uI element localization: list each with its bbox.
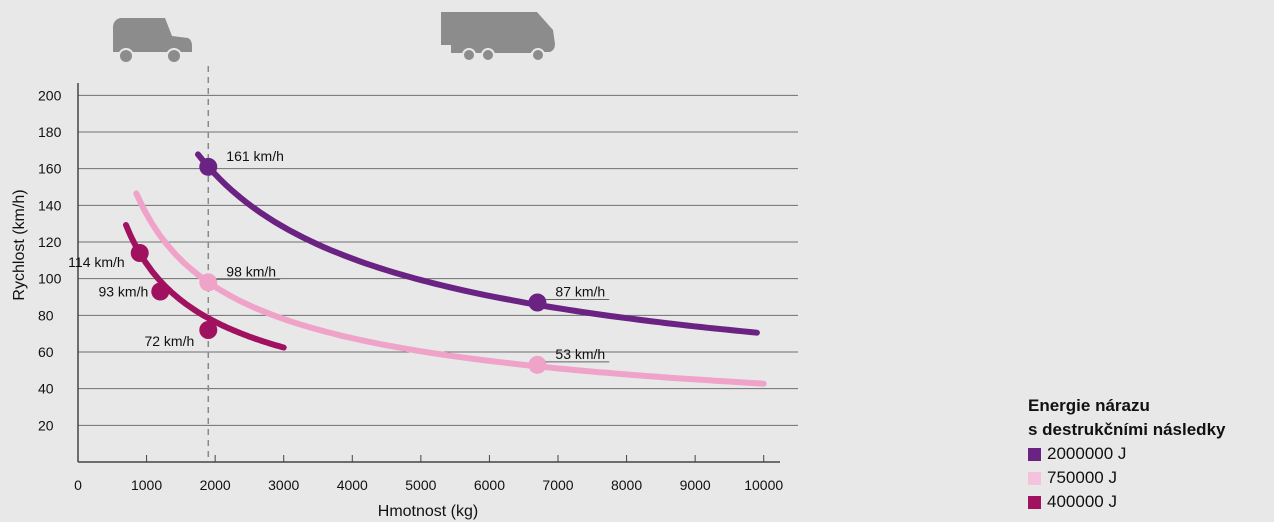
data-point — [528, 355, 547, 374]
x-tick-label: 5000 — [405, 477, 436, 493]
legend-item: 750000 J — [1028, 466, 1274, 490]
legend-item: 2000000 J — [1028, 442, 1274, 466]
data-points: 161 km/h 87 km/h 98 km/h 53 km/h 114 km/h 93 … — [68, 148, 610, 374]
y-tick-label: 40 — [38, 381, 54, 397]
legend-label: 2000000 J — [1047, 444, 1127, 463]
data-label: 114 km/h — [68, 254, 125, 270]
series-line — [123, 222, 287, 351]
data-point — [199, 321, 218, 339]
van-icon — [113, 18, 192, 64]
series-curves — [123, 151, 767, 387]
legend-swatch — [1028, 471, 1041, 485]
legend-item: 400000 J — [1028, 490, 1274, 514]
axis-titles: Hmotnost (kg) Rychlost (km/h) — [11, 189, 478, 520]
legend-label: 400000 J — [1047, 492, 1117, 511]
data-label: 98 km/h — [226, 263, 276, 279]
data-point — [528, 293, 547, 312]
series-line — [133, 190, 767, 387]
legend-title-line1: Energie nárazu — [1028, 396, 1150, 415]
x-tick-label: 4000 — [337, 477, 368, 493]
y-tick-label: 120 — [38, 234, 62, 250]
gridlines — [78, 94, 798, 426]
data-point — [199, 157, 218, 176]
y-axis-title: Rychlost (km/h) — [11, 189, 28, 300]
axes — [77, 83, 780, 463]
truck-icon — [441, 12, 555, 62]
x-tick-label: 6000 — [474, 477, 505, 493]
y-tick-label: 160 — [38, 161, 62, 177]
data-point — [151, 282, 170, 301]
vehicle-icons — [113, 12, 555, 64]
legend: Energie nárazu s destrukčními následky 2… — [1028, 394, 1274, 514]
data-point — [130, 244, 149, 262]
x-tick-label: 7000 — [542, 477, 573, 493]
legend-items: 2000000 J 750000 J 400000 J — [1028, 442, 1274, 514]
data-label: 87 km/h — [555, 284, 605, 300]
y-tick-label: 20 — [38, 417, 54, 433]
y-tick-label: 140 — [38, 197, 62, 213]
x-tick-label: 0 — [74, 477, 82, 493]
legend-swatch — [1028, 447, 1041, 461]
x-tick-label: 1000 — [131, 477, 162, 493]
data-label: 93 km/h — [98, 284, 148, 300]
legend-swatch — [1028, 495, 1041, 509]
y-tick-label: 180 — [38, 124, 62, 140]
x-tick-label: 9000 — [680, 477, 711, 493]
x-axis-title: Hmotnost (kg) — [378, 503, 478, 520]
x-tick-label: 3000 — [268, 477, 299, 493]
y-tick-label: 100 — [38, 271, 62, 287]
data-label: 161 km/h — [226, 148, 284, 164]
y-tick-label: 200 — [38, 87, 62, 103]
x-tick-label: 10000 — [744, 477, 783, 493]
y-tick-label: 80 — [38, 307, 54, 323]
data-point — [199, 273, 218, 292]
x-tick-label: 2000 — [200, 477, 231, 493]
series-line — [195, 151, 760, 336]
data-label: 53 km/h — [555, 346, 605, 362]
legend-title-line2: s destrukčními následky — [1028, 420, 1226, 439]
data-label: 72 km/h — [144, 333, 194, 349]
y-tick-label: 60 — [38, 344, 54, 360]
x-tick-label: 8000 — [611, 477, 642, 493]
legend-label: 750000 J — [1047, 468, 1117, 487]
